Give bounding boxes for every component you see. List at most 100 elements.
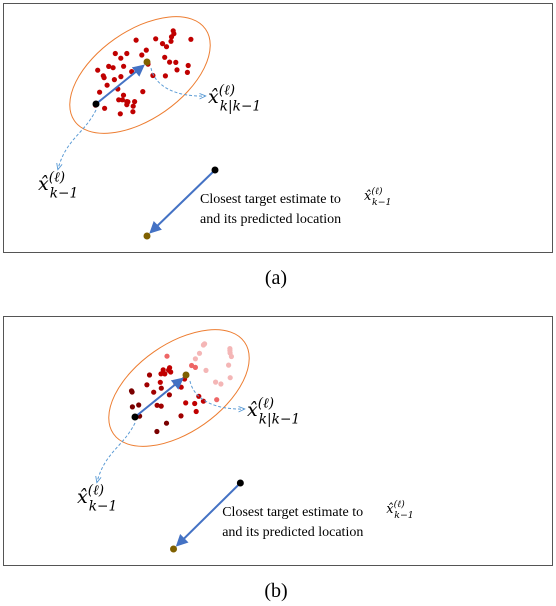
particle xyxy=(132,99,138,105)
estimate-point xyxy=(92,100,100,108)
math-base: x̂ xyxy=(386,502,394,517)
math-sub: k−1 xyxy=(394,510,413,521)
particle xyxy=(227,346,233,352)
predicted-label: x̂(ℓ) k|k−1 xyxy=(247,395,300,427)
particle xyxy=(97,89,103,95)
particle xyxy=(218,381,224,387)
math-sub: k−1 xyxy=(89,499,117,515)
particle xyxy=(173,59,179,65)
particle xyxy=(226,362,232,368)
note-text: and its predicted location xyxy=(200,212,341,227)
particle xyxy=(228,353,234,360)
math-base: x̂ xyxy=(77,486,88,508)
particle xyxy=(104,82,110,88)
math-sup: (ℓ) xyxy=(394,499,406,510)
particle xyxy=(136,402,142,408)
target-predicted-point xyxy=(143,232,151,240)
particle xyxy=(170,28,176,34)
particle xyxy=(168,34,175,40)
particle xyxy=(130,109,136,115)
particle xyxy=(146,372,153,378)
particle xyxy=(214,397,220,403)
math-sup: (ℓ) xyxy=(258,395,274,411)
estimate-point xyxy=(131,413,139,421)
particle xyxy=(162,73,168,79)
particle xyxy=(117,111,123,117)
note-math: x̂(ℓ) k−1 xyxy=(386,499,413,521)
particle xyxy=(95,67,101,73)
particle xyxy=(167,59,173,65)
particle xyxy=(168,38,174,44)
predicted-point xyxy=(143,58,151,66)
math-base: x̂ xyxy=(247,399,258,421)
particle xyxy=(151,389,157,395)
prediction-arrow xyxy=(95,64,145,105)
particle xyxy=(143,47,149,53)
particle xyxy=(118,55,124,61)
particle xyxy=(121,63,127,69)
particle xyxy=(133,37,139,43)
math-base: x̂ xyxy=(364,189,372,204)
particle xyxy=(200,342,206,348)
particle xyxy=(140,89,146,95)
particle xyxy=(160,367,166,373)
particle xyxy=(163,420,170,426)
predicted-point xyxy=(182,371,190,379)
particle xyxy=(101,75,107,81)
particle xyxy=(129,404,135,410)
particle xyxy=(159,41,166,47)
callout-arrow xyxy=(97,422,136,482)
particle xyxy=(178,384,184,390)
particle xyxy=(183,400,189,406)
caption: (b) xyxy=(264,580,287,602)
particle xyxy=(162,371,168,377)
particle xyxy=(144,382,150,388)
particle xyxy=(192,400,198,407)
particle xyxy=(139,52,145,58)
particle xyxy=(227,375,233,381)
particle xyxy=(150,72,156,79)
note-math: x̂(ℓ) k−1 xyxy=(364,186,391,208)
target-point xyxy=(236,479,244,487)
math-sub: k|k−1 xyxy=(259,412,300,428)
particle xyxy=(213,379,219,385)
particle xyxy=(192,364,198,370)
callout-arrow xyxy=(189,380,244,409)
particle xyxy=(162,54,168,60)
prediction-arrow xyxy=(134,377,184,418)
target-arrow xyxy=(149,169,216,234)
particle xyxy=(158,385,164,391)
math-sup: (ℓ) xyxy=(88,482,104,498)
particle xyxy=(163,44,170,50)
particle xyxy=(158,403,164,409)
estimate-label: x̂(ℓ) k−1 xyxy=(77,482,117,514)
math-base: x̂ xyxy=(38,173,49,195)
particle xyxy=(166,392,172,398)
math-sub: k|k−1 xyxy=(220,99,261,115)
particle xyxy=(110,65,116,71)
particle xyxy=(111,77,117,83)
particle xyxy=(102,105,108,111)
particle xyxy=(178,413,184,419)
particle xyxy=(166,367,172,373)
particle xyxy=(154,428,160,435)
callout-arrow xyxy=(150,67,205,96)
target-predicted-point xyxy=(170,545,178,553)
particle xyxy=(196,350,203,356)
target-point xyxy=(211,166,219,174)
particle xyxy=(153,36,159,42)
particle xyxy=(203,367,209,373)
particle xyxy=(119,97,125,103)
math-sub: k−1 xyxy=(50,186,78,202)
particle xyxy=(158,371,164,377)
note-text: Closest target estimate to xyxy=(222,505,363,520)
target-arrow xyxy=(175,482,242,547)
callout-arrow xyxy=(58,109,97,169)
math-sup: (ℓ) xyxy=(219,82,235,98)
particle xyxy=(154,402,160,408)
math-base: x̂ xyxy=(208,86,219,108)
particle xyxy=(192,356,198,362)
